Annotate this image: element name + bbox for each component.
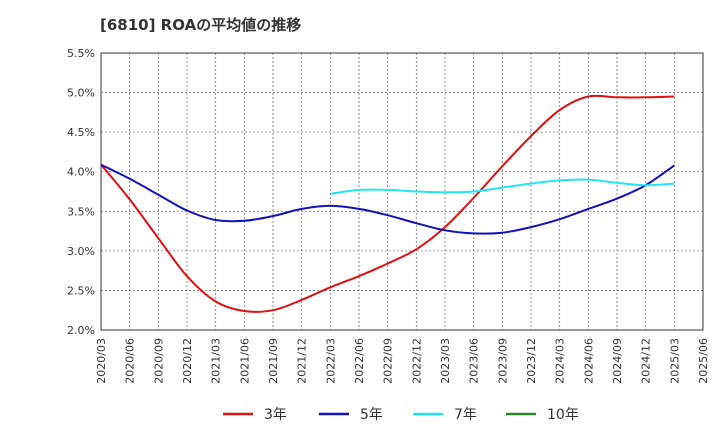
y-tick-label: 2.0% — [67, 324, 95, 337]
legend-label-4: 10年 — [547, 407, 579, 423]
x-tick-label: 2023/09 — [496, 338, 509, 384]
x-tick-label: 2020/12 — [181, 338, 194, 384]
y-tick-label: 5.0% — [67, 87, 95, 100]
y-tick-label: 4.5% — [67, 126, 95, 139]
series-layer — [100, 94, 675, 313]
y-tick-label: 4.0% — [67, 166, 95, 179]
x-tick-label: 2020/03 — [95, 338, 108, 384]
x-tick-label: 2024/03 — [554, 338, 567, 384]
y-tick-label: 5.5% — [67, 47, 95, 60]
x-tick-label: 2022/09 — [382, 338, 395, 384]
x-tick-label: 2021/12 — [296, 338, 309, 384]
x-tick-label: 2021/09 — [267, 338, 280, 384]
axis-layer: 2.0% 2.5% 3.0% 3.5% 4.0% 4.5% 5.0% 5.5% 2020/03 2… — [67, 47, 710, 384]
plot-frame — [100, 52, 704, 331]
y-tick-label: 3.5% — [67, 205, 95, 218]
legend-label-2: 5年 — [360, 407, 383, 423]
y-tick-label: 2.5% — [67, 284, 95, 297]
chart-title: [6810] ROAの平均値の推移 — [100, 16, 302, 34]
x-tick-label: 2022/12 — [410, 338, 423, 384]
x-tick-label: 2023/06 — [468, 338, 481, 384]
x-tick-label: 2023/12 — [525, 338, 538, 384]
x-tick-label: 2025/03 — [668, 338, 681, 384]
series-line-2 — [100, 163, 675, 235]
x-tick-label: 2024/09 — [611, 338, 624, 384]
x-tick-label: 2022/03 — [324, 338, 337, 384]
x-tick-label: 2025/06 — [697, 338, 710, 384]
x-tick-label: 2020/06 — [124, 338, 137, 384]
y-tick-label: 3.0% — [67, 245, 95, 258]
x-tick-label: 2020/09 — [152, 338, 165, 384]
x-tick-label: 2022/06 — [353, 338, 366, 384]
series-line-3 — [330, 178, 675, 195]
x-tick-label: 2024/12 — [640, 338, 653, 384]
x-tick-label: 2023/03 — [439, 338, 452, 384]
x-tick-label: 2021/06 — [238, 338, 251, 384]
series-line-1 — [100, 94, 675, 313]
legend-layer: 3年 5年 7年 10年 — [223, 407, 579, 423]
legend-label-1: 3年 — [264, 407, 287, 423]
x-tick-label: 2021/03 — [210, 338, 223, 384]
legend-label-3: 7年 — [454, 407, 477, 423]
x-tick-label: 2024/06 — [582, 338, 595, 384]
